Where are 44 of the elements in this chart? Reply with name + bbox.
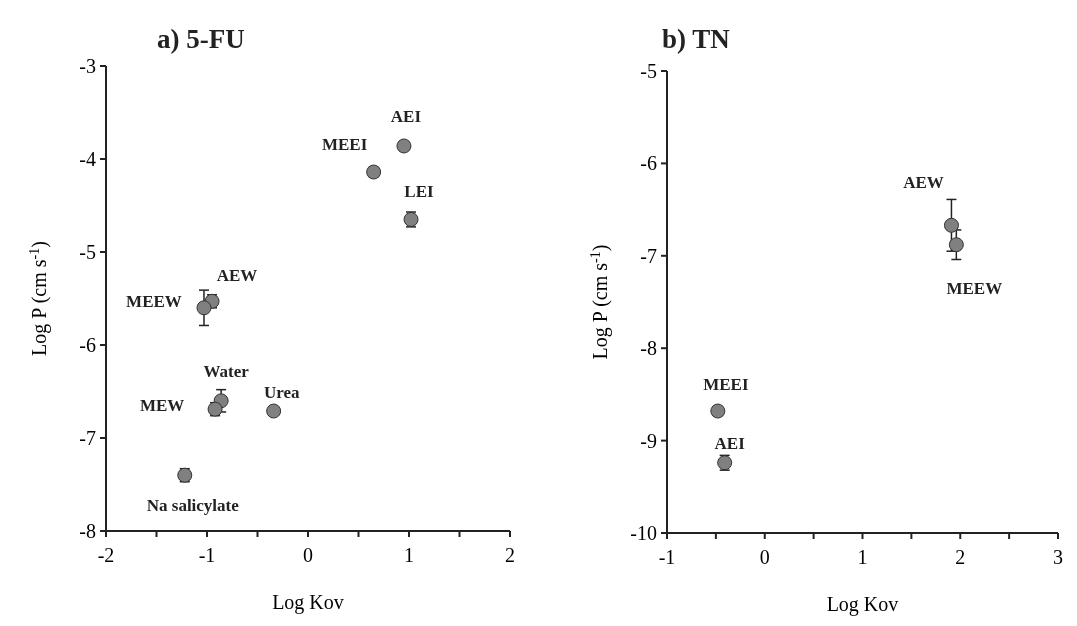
annotation: AEI [714,433,746,453]
x-tick-label: 0 [759,546,770,568]
x-tick-label: 1 [857,546,868,568]
annotation: Na salicylate [146,496,240,516]
point [196,300,212,316]
y-tick-label: -7 [640,244,657,267]
x-tick-label: 1 [404,544,414,566]
x-axis-title: Log Kov [826,593,899,616]
annotation: AEW [903,173,944,193]
x-tick-label: -1 [658,546,676,568]
x-tick-label: 2 [505,544,515,566]
chart-title: b) TN [662,24,731,54]
y-tick-label: -6 [640,152,657,175]
y-tick-label: -5 [79,241,96,263]
x-axis-title: Log Kov [272,591,344,614]
x-tick-label: 3 [1053,546,1063,568]
annotation: MEEI [321,135,368,155]
annotation: Water [203,361,250,381]
x-tick-label: 2 [955,546,966,568]
point [943,217,959,233]
point [396,138,412,154]
annotation: MEW [139,396,185,416]
point [266,403,282,419]
y-tick-label: -8 [79,520,96,542]
y-tick-label: -7 [79,427,96,449]
y-tick-label: -8 [640,337,657,360]
x-tick-label: -1 [198,544,216,566]
annotation: AEI [390,106,422,126]
y-tick-label: -10 [630,522,657,544]
annotation: MEEW [126,291,182,311]
y-tick-label: -6 [79,334,96,356]
chart-title: a) 5-FU [157,24,245,54]
point [948,237,964,253]
y-tick-label: -9 [640,429,657,452]
y-tick-label: -5 [640,60,657,82]
annotation: MEEW [946,278,1003,298]
annotation: Urea [263,383,300,403]
annotation: AEW [216,266,258,286]
x-tick-label: 0 [303,544,313,566]
annotation: LEI [404,182,435,202]
y-tick-label: -3 [79,55,96,77]
x-tick-label: -2 [97,544,115,566]
annotation: MEEI [703,375,749,395]
y-tick-label: -4 [79,148,96,170]
